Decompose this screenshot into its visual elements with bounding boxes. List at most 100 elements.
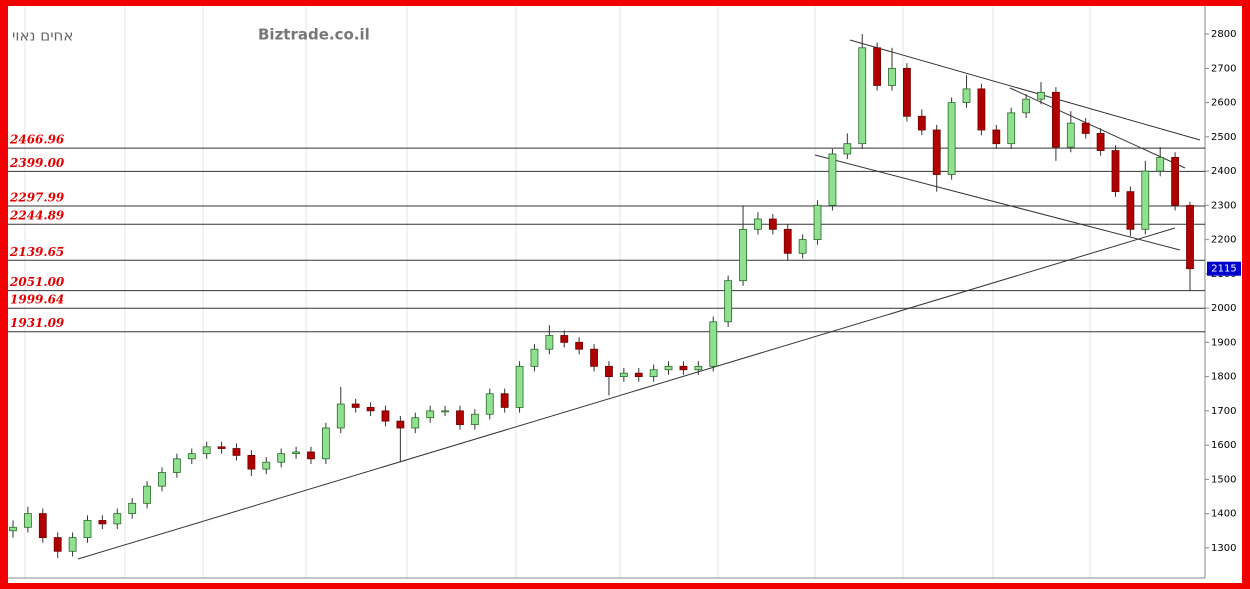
last-price-box: [1207, 261, 1241, 276]
candle-body: [426, 410, 435, 419]
candle-body: [1171, 156, 1180, 206]
candle-body: [1007, 112, 1016, 145]
candle-body: [530, 348, 539, 367]
candle-body: [411, 417, 420, 429]
y-tick-label: 1300: [1211, 543, 1236, 554]
candle-body: [768, 218, 777, 230]
y-tick-label: 1900: [1211, 337, 1236, 348]
candle-body: [262, 461, 271, 470]
candle-body: [1081, 122, 1090, 134]
candle-body: [605, 365, 613, 378]
trend-lines: [77, 39, 1201, 560]
candle-body: [336, 403, 345, 429]
level-label: 2399.00: [9, 156, 65, 170]
candle-body: [843, 143, 852, 155]
candle-body: [560, 335, 569, 343]
candle-body: [247, 454, 256, 470]
y-tick-label: 2500: [1211, 132, 1236, 143]
last-price-label: 2115: [1211, 264, 1236, 275]
candle-body: [143, 485, 151, 504]
candle-body: [947, 102, 956, 175]
candle-body: [664, 365, 673, 371]
y-tick-label: 1400: [1211, 509, 1236, 520]
y-tick-label: 2200: [1211, 235, 1236, 246]
candle-body: [873, 47, 882, 86]
y-tick-label: 1600: [1211, 440, 1236, 451]
candle-body: [277, 453, 286, 463]
candle-body: [888, 67, 896, 86]
candle-body: [709, 321, 718, 367]
level-label: 2466.96: [9, 133, 65, 147]
candle-body: [739, 228, 747, 282]
y-tick-label: 2700: [1211, 63, 1236, 74]
level-label: 2139.65: [9, 245, 64, 259]
candle-body: [351, 403, 360, 408]
candle-body: [1156, 156, 1165, 172]
candle-body: [858, 47, 867, 145]
candle-body: [828, 153, 837, 206]
level-label: 2051.00: [9, 275, 65, 289]
candles: [9, 34, 1194, 559]
candle-body: [172, 458, 181, 473]
candle-body: [1022, 98, 1031, 114]
y-tick-label: 2800: [1211, 29, 1236, 40]
candle-body: [38, 513, 47, 538]
candle-body: [649, 369, 658, 378]
candle-body: [292, 451, 300, 455]
candle-body: [1126, 191, 1135, 230]
candle-body: [590, 348, 598, 367]
candle-body: [396, 420, 405, 429]
y-tick-label: 1800: [1211, 372, 1236, 383]
candle-body: [456, 410, 464, 425]
candle-body: [53, 537, 62, 552]
candle-body: [977, 88, 986, 131]
levels: 2466.96 2399.00 2297.99 2244.89 2139.65 2051.…: [8, 133, 1205, 333]
source: Biztrade.co.il: [258, 26, 370, 44]
candle-body: [232, 448, 241, 456]
chart-title: אחים נאוי: [12, 27, 73, 45]
candle-body: [754, 218, 762, 230]
y-tick-label: 1500: [1211, 474, 1236, 485]
y-tick-label: 2600: [1211, 98, 1236, 109]
candle-body: [321, 427, 330, 460]
vertical-grid: [24, 6, 1091, 578]
candle-body: [113, 513, 122, 525]
candle-body: [992, 129, 1001, 145]
candle-body: [575, 341, 584, 350]
candle-body: [9, 526, 17, 532]
candle-body: [724, 280, 733, 323]
candle-body: [381, 410, 390, 422]
candle-body: [470, 413, 479, 425]
candle-body: [1141, 170, 1150, 230]
candle-body: [187, 453, 196, 460]
candle-body: [366, 407, 375, 412]
candle-body: [1066, 122, 1075, 148]
candle-body: [1096, 133, 1105, 151]
candle-body: [1037, 91, 1045, 100]
candle-body: [128, 502, 137, 515]
candle-body: [485, 393, 494, 415]
candle-body: [1052, 91, 1060, 148]
candle-body: [1111, 150, 1120, 193]
candle-body: [917, 115, 926, 131]
candle-body: [500, 393, 509, 408]
candle-body: [798, 239, 807, 254]
candle-body: [679, 365, 688, 371]
level-label: 1999.64: [10, 293, 64, 307]
y-tick-label: 2400: [1211, 166, 1236, 177]
candle-body: [515, 365, 524, 408]
frame: [8, 6, 1242, 583]
level-label: 2244.89: [9, 209, 65, 223]
level-label: 1931.09: [10, 316, 65, 330]
candle-body: [202, 446, 211, 455]
candle-body: [23, 513, 32, 528]
candle-body: [903, 67, 911, 117]
candle-body: [545, 335, 554, 350]
y-tick-label: 2300: [1211, 200, 1236, 211]
candle-body: [962, 88, 971, 103]
y-tick-label: 1700: [1211, 406, 1236, 417]
candle-body: [158, 472, 166, 487]
candle-body: [98, 520, 107, 525]
